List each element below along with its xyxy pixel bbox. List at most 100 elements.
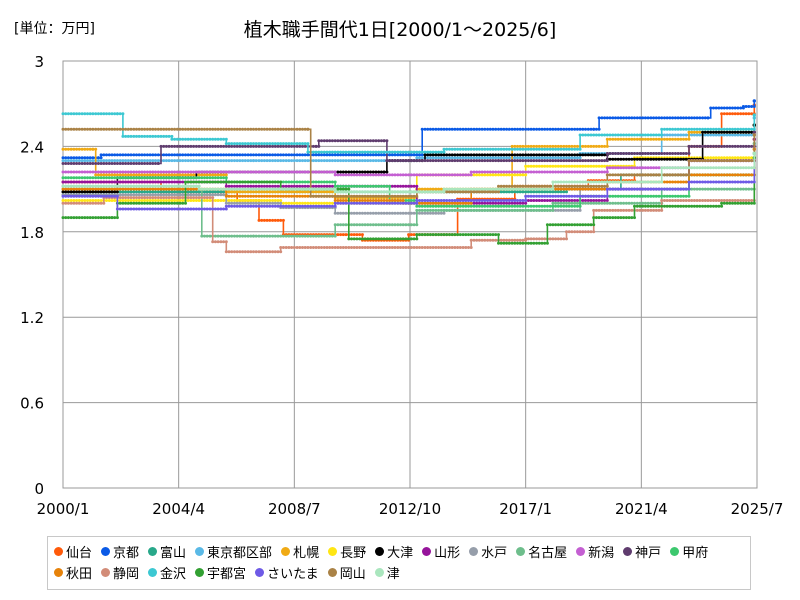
- data-point: [545, 159, 549, 163]
- data-point: [385, 159, 389, 163]
- data-point: [322, 159, 326, 163]
- data-point: [643, 187, 647, 191]
- data-point: [118, 153, 122, 157]
- data-point: [502, 127, 506, 131]
- data-point: [418, 208, 421, 212]
- data-point: [586, 223, 590, 227]
- data-point: [336, 233, 340, 237]
- data-point: [597, 133, 601, 137]
- data-point: [488, 190, 492, 194]
- data-point: [543, 164, 547, 168]
- data-point: [717, 204, 721, 208]
- data-point: [301, 234, 304, 238]
- data-point: [222, 153, 226, 157]
- data-point: [450, 201, 454, 205]
- data-point: [224, 144, 228, 148]
- data-point: [431, 199, 435, 202]
- data-point: [502, 241, 506, 245]
- data-point: [556, 147, 560, 151]
- data-point: [624, 208, 628, 212]
- data-point: [379, 184, 383, 188]
- data-point: [382, 199, 386, 202]
- data-point: [412, 233, 416, 237]
- data-point: [216, 234, 220, 238]
- data-point: [189, 199, 193, 202]
- data-point: [61, 190, 65, 194]
- data-point: [151, 199, 155, 202]
- data-point: [518, 190, 522, 194]
- data-point: [415, 201, 419, 205]
- data-point: [88, 147, 92, 151]
- data-point: [194, 159, 198, 163]
- data-point: [279, 127, 283, 131]
- data-point: [709, 127, 713, 131]
- data-point: [110, 159, 114, 163]
- data-point: [497, 184, 500, 188]
- data-point: [594, 199, 598, 202]
- data-point: [126, 201, 130, 205]
- data-point: [611, 187, 615, 191]
- data-point: [322, 234, 326, 238]
- data-point: [393, 173, 397, 177]
- data-point: [600, 208, 604, 212]
- data-point: [77, 199, 81, 202]
- data-point: [200, 196, 204, 200]
- data-point: [107, 190, 111, 194]
- data-point: [298, 180, 302, 184]
- data-point: [75, 176, 79, 180]
- data-point: [241, 234, 245, 238]
- data-point: [725, 130, 729, 134]
- data-point: [140, 176, 144, 180]
- data-point: [303, 246, 307, 249]
- data-point: [633, 194, 636, 198]
- data-point: [303, 180, 307, 184]
- data-point: [535, 199, 539, 202]
- data-point: [649, 116, 653, 120]
- data-point: [121, 173, 125, 177]
- data-point: [246, 194, 250, 198]
- data-point: [551, 156, 555, 160]
- data-point: [627, 216, 631, 220]
- data-point: [235, 250, 239, 254]
- data-point: [181, 190, 185, 194]
- data-point: [467, 246, 470, 249]
- data-point: [521, 147, 525, 151]
- data-point: [61, 147, 65, 151]
- data-point: [741, 199, 745, 202]
- data-point: [77, 159, 81, 163]
- data-point: [363, 139, 367, 143]
- data-point: [540, 144, 544, 148]
- data-point: [605, 159, 609, 163]
- data-point: [173, 207, 177, 211]
- data-point: [635, 166, 639, 170]
- data-point: [445, 208, 449, 212]
- data-point: [524, 156, 528, 160]
- data-point: [720, 173, 724, 177]
- data-point: [516, 199, 519, 202]
- data-point: [671, 199, 675, 202]
- data-point: [687, 137, 691, 141]
- data-point: [526, 159, 530, 163]
- data-point: [322, 153, 326, 157]
- data-point: [94, 190, 98, 194]
- data-point: [159, 180, 163, 184]
- data-point: [458, 147, 462, 151]
- data-point: [600, 194, 604, 198]
- data-point: [167, 170, 171, 174]
- data-point: [96, 216, 100, 220]
- data-point: [377, 159, 381, 163]
- data-point: [518, 184, 522, 188]
- data-point: [581, 159, 585, 163]
- data-point: [341, 173, 345, 177]
- data-point: [216, 190, 220, 194]
- data-point: [652, 204, 656, 208]
- data-point: [154, 173, 157, 177]
- data-point: [556, 208, 560, 212]
- data-point: [722, 127, 726, 131]
- data-point: [129, 207, 133, 211]
- data-point: [415, 223, 419, 227]
- data-point: [622, 201, 626, 205]
- data-point: [461, 147, 465, 151]
- data-point: [412, 173, 416, 177]
- data-point: [390, 237, 394, 241]
